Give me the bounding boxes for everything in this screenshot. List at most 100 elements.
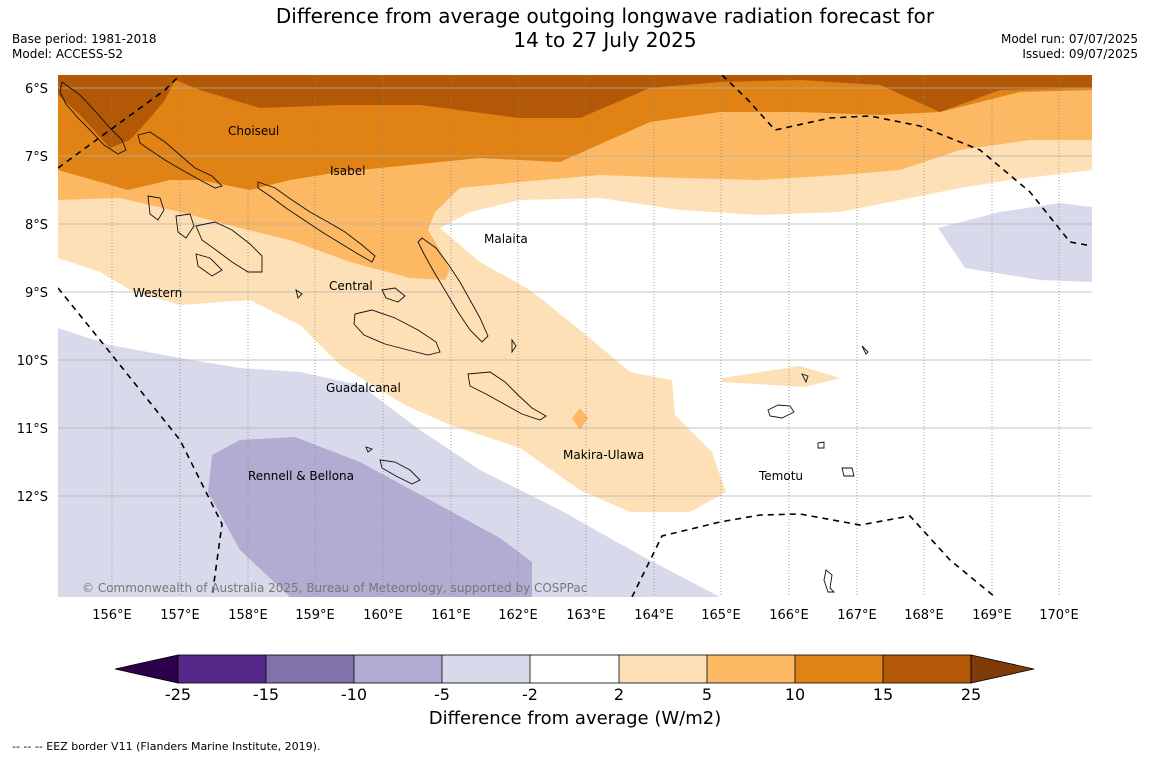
island-anuta bbox=[823, 569, 836, 593]
lon-label: 159°E bbox=[295, 608, 335, 623]
lon-label: 168°E bbox=[904, 608, 944, 623]
lon-label: 158°E bbox=[228, 608, 268, 623]
province-label-choiseul: Choiseul bbox=[228, 124, 279, 138]
band-minus-5-to-minus-10 bbox=[208, 437, 532, 597]
lat-label: 8°S bbox=[25, 218, 48, 233]
colorbar-tick: -10 bbox=[341, 685, 367, 704]
meta-right: Model run: 07/07/2025 Issued: 09/07/2025 bbox=[1001, 32, 1138, 62]
map-meridians bbox=[111, 75, 1060, 597]
colorbar-tick: -25 bbox=[165, 685, 191, 704]
lon-label: 157°E bbox=[160, 608, 200, 623]
island-kolombangara bbox=[195, 221, 263, 273]
lat-label: 12°S bbox=[17, 490, 48, 505]
island-vella-lavella bbox=[175, 213, 195, 239]
colorbar-tick: 5 bbox=[702, 685, 712, 704]
colorbar-swatch bbox=[707, 655, 795, 683]
lon-axis-labels: 156°E 157°E 158°E 159°E 160°E 161°E 162°… bbox=[92, 608, 1079, 623]
east-negative-patch bbox=[938, 203, 1092, 282]
colorbar-tick: -2 bbox=[522, 685, 538, 704]
lon-label: 170°E bbox=[1039, 608, 1079, 623]
island-malaita bbox=[417, 237, 489, 343]
colorbar-frame bbox=[177, 654, 972, 684]
colorbar: -25 -15 -10 -5 -2 2 5 10 15 25 bbox=[114, 654, 1035, 704]
lat-label: 9°S bbox=[25, 286, 48, 301]
island-rennell bbox=[379, 459, 421, 485]
colorbar-tick: 10 bbox=[785, 685, 805, 704]
base-period: Base period: 1981-2018 bbox=[12, 32, 157, 46]
lon-label: 162°E bbox=[498, 608, 538, 623]
map-plot-area[interactable] bbox=[58, 75, 1092, 597]
lat-label: 11°S bbox=[17, 422, 48, 437]
eez-footnote: -- -- -- EEZ border V11 (Flanders Marine… bbox=[12, 740, 321, 753]
eez-border bbox=[58, 75, 1092, 597]
island-new-georgia bbox=[147, 195, 165, 221]
province-label-guadalcanal: Guadalcanal bbox=[326, 381, 401, 395]
province-label-rennell-bellona: Rennell & Bellona bbox=[248, 469, 354, 483]
island-russell bbox=[295, 288, 303, 299]
lon-label: 156°E bbox=[92, 608, 132, 623]
map-title: Difference from average outgoing longwav… bbox=[200, 4, 1010, 52]
model-run: Model run: 07/07/2025 bbox=[1000, 32, 1138, 46]
island-choiseul bbox=[137, 131, 223, 189]
colorbar-dividers bbox=[265, 655, 884, 683]
colorbar-tick: 2 bbox=[614, 685, 624, 704]
colorbar-tick: 25 bbox=[961, 685, 981, 704]
band-15-to-25 bbox=[58, 75, 1092, 148]
temotu-positive-patch bbox=[722, 366, 840, 387]
island-guadalcanal bbox=[353, 309, 441, 356]
province-label-western: Western bbox=[133, 286, 182, 300]
title-line-2: 14 to 27 July 2025 bbox=[513, 28, 697, 52]
colorbar-swatch bbox=[442, 655, 530, 683]
small-positive-patch bbox=[572, 408, 588, 430]
colorbar-tick: 15 bbox=[873, 685, 893, 704]
colorbar-swatch bbox=[883, 655, 971, 683]
island-utupua bbox=[817, 441, 825, 449]
colorbar-tick: -5 bbox=[434, 685, 450, 704]
lon-label: 161°E bbox=[431, 608, 471, 623]
lat-label: 6°S bbox=[25, 82, 48, 97]
province-label-makira-ulawa: Makira-Ulawa bbox=[563, 448, 644, 462]
meta-left: Base period: 1981-2018 Model: ACCESS-S2 bbox=[12, 32, 157, 62]
band-minus-2-to-minus-5 bbox=[58, 328, 720, 597]
islands bbox=[59, 81, 869, 593]
lon-label: 165°E bbox=[701, 608, 741, 623]
province-label-central: Central bbox=[329, 279, 373, 293]
island-isabel bbox=[257, 181, 376, 263]
colorbar-extend-high bbox=[970, 654, 1035, 684]
province-label-malaita: Malaita bbox=[484, 232, 528, 246]
island-tikopia bbox=[861, 345, 869, 355]
island-bellona bbox=[365, 446, 373, 453]
island-south-malaita bbox=[511, 338, 517, 354]
province-labels: Choiseul Isabel Malaita Western Central … bbox=[133, 124, 803, 483]
island-florida bbox=[381, 287, 406, 303]
colorbar-tick: -15 bbox=[253, 685, 279, 704]
island-vanikoro bbox=[841, 467, 855, 477]
lat-label: 7°S bbox=[25, 150, 48, 165]
colorbar-swatch bbox=[795, 655, 883, 683]
lat-label: 10°S bbox=[17, 354, 48, 369]
colorbar-swatch bbox=[530, 655, 619, 683]
colorbar-swatch bbox=[354, 655, 442, 683]
map-gridlines bbox=[58, 87, 1092, 497]
island-bougainville bbox=[59, 81, 127, 155]
copyright-notice: © Commonwealth of Australia 2025, Bureau… bbox=[82, 581, 587, 595]
province-label-temotu: Temotu bbox=[758, 469, 803, 483]
issued-date: Issued: 09/07/2025 bbox=[1022, 47, 1138, 61]
lon-label: 167°E bbox=[837, 608, 877, 623]
lon-label: 169°E bbox=[972, 608, 1012, 623]
colorbar-title: Difference from average (W/m2) bbox=[428, 708, 722, 729]
lon-label: 164°E bbox=[634, 608, 674, 623]
colorbar-swatch bbox=[619, 655, 707, 683]
island-ndende bbox=[767, 404, 795, 419]
island-rendova bbox=[195, 253, 223, 277]
title-line-1: Difference from average outgoing longwav… bbox=[275, 4, 935, 28]
lon-label: 163°E bbox=[566, 608, 606, 623]
colorbar-swatch bbox=[266, 655, 354, 683]
lon-label: 160°E bbox=[363, 608, 403, 623]
model-name: Model: ACCESS-S2 bbox=[12, 47, 124, 61]
island-reef-islands bbox=[801, 373, 809, 384]
lat-axis-labels: 6°S 7°S 8°S 9°S 10°S 11°S 12°S bbox=[17, 82, 48, 505]
colorbar-swatch bbox=[178, 655, 266, 683]
province-label-isabel: Isabel bbox=[330, 164, 365, 178]
